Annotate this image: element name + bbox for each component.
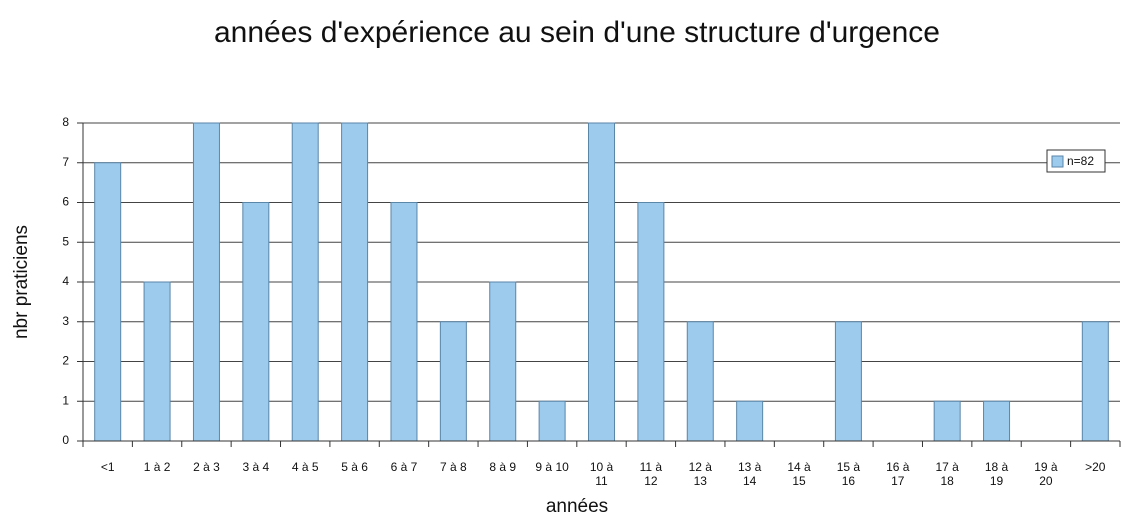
y-tick-label: 2: [62, 354, 69, 368]
y-tick-label: 1: [62, 393, 69, 407]
y-tick-label: 0: [62, 433, 69, 447]
y-tick-label: 7: [62, 155, 69, 169]
bar: [686, 321, 714, 442]
legend-label: n=82: [1067, 154, 1094, 168]
y-tick-label: 4: [62, 274, 69, 288]
x-tick-label: 12 à 13: [688, 460, 712, 488]
bar: [192, 122, 220, 442]
x-tick-label: 10 à 11: [589, 460, 614, 488]
y-axis-label: nbr praticiens: [11, 225, 32, 339]
bar: [242, 202, 270, 442]
bar: [143, 281, 171, 442]
x-tick-label: 14 à 15: [787, 460, 811, 488]
bar: [1081, 321, 1109, 442]
x-axis-label: années: [546, 496, 608, 517]
bar: [933, 400, 961, 442]
x-tick-label: 8 à 9: [489, 460, 517, 474]
bar: [390, 202, 418, 442]
x-tick-label: 11 à 12: [639, 460, 663, 488]
x-tick-label: 9 à 10: [535, 460, 569, 474]
bar: [736, 400, 764, 442]
x-tick-label: 2 à 3: [193, 460, 220, 474]
bar: [538, 400, 566, 442]
x-tick-label: 1 à 2: [143, 460, 171, 474]
x-tick-label: 13 à 14: [737, 460, 762, 488]
bar: [983, 400, 1011, 442]
x-tick-label: 3 à 4: [242, 460, 270, 474]
x-tick-label: <1: [100, 460, 115, 474]
x-tick-label: 18 à 19: [984, 460, 1009, 488]
bar: [341, 122, 369, 442]
x-tick-label: 17 à 18: [935, 460, 959, 488]
y-tick-label: 6: [62, 195, 69, 209]
y-tick-label: 8: [62, 115, 69, 129]
bar: [834, 321, 862, 442]
y-tick-label: 5: [62, 234, 69, 248]
x-tick-label: 6 à 7: [390, 460, 418, 474]
bar: [588, 122, 615, 442]
x-tick-label: 5 à 6: [341, 460, 368, 474]
x-tick-label: 15 à 16: [836, 460, 861, 488]
x-tick-label: 4 à 5: [291, 460, 319, 474]
x-tick-label: 19 à 20: [1034, 460, 1058, 488]
bar: [439, 321, 467, 442]
x-tick-label: >20: [1085, 460, 1106, 474]
bar: [94, 162, 122, 442]
legend-swatch: [1051, 155, 1064, 168]
chart-title: années d'expérience au sein d'une struct…: [214, 16, 940, 49]
bar: [291, 122, 319, 442]
bar: [489, 281, 517, 442]
bar: [637, 202, 665, 442]
y-tick-label: 3: [62, 314, 69, 328]
x-tick-label: 16 à 17: [886, 460, 910, 488]
x-tick-label: 7 à 8: [439, 460, 467, 474]
